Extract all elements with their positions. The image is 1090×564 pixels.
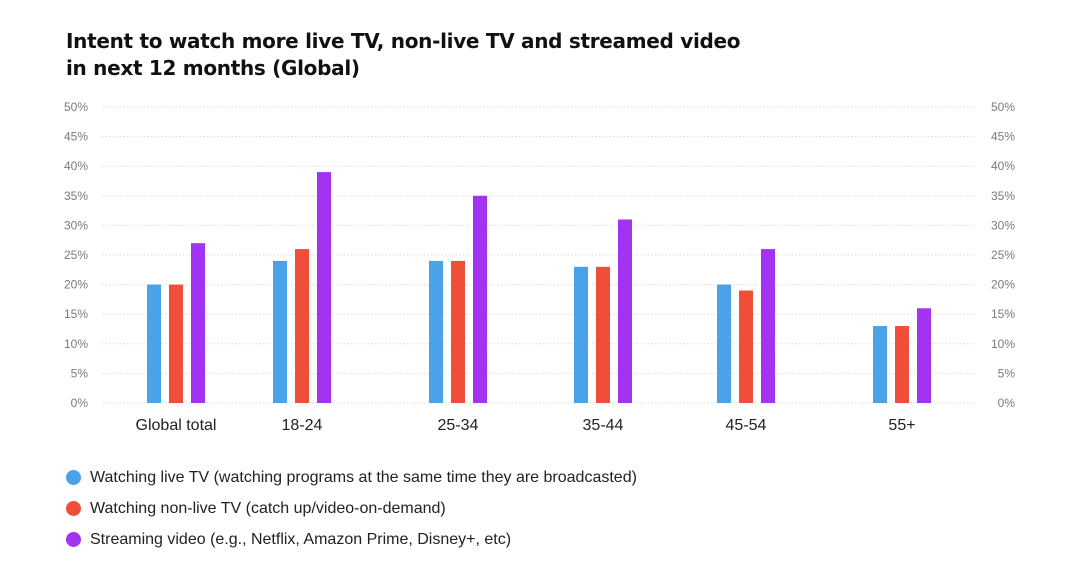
y-tick-label-left: 45% <box>64 130 88 144</box>
bar-live-tv <box>574 266 588 403</box>
x-tick-label: 25-34 <box>438 417 479 434</box>
bar-live-tv <box>273 260 287 403</box>
x-tick-label: Global total <box>136 417 217 434</box>
y-tick-label-right: 0% <box>998 396 1016 410</box>
legend-label-non-live-tv: Watching non-live TV (catch up/video-on-… <box>90 499 446 517</box>
legend-item-streaming: Streaming video (e.g., Netflix, Amazon P… <box>66 524 637 555</box>
y-tick-label-right: 15% <box>991 307 1015 321</box>
y-tick-label-left: 5% <box>71 366 89 380</box>
bar-non-live-tv <box>739 290 753 403</box>
y-tick-label-right: 40% <box>991 159 1015 173</box>
x-tick-label: 18-24 <box>282 417 323 434</box>
bar-streaming <box>191 243 205 403</box>
legend-swatch-streaming <box>66 532 81 547</box>
y-tick-label-left: 10% <box>64 337 88 351</box>
bar-live-tv <box>147 284 161 403</box>
legend: Watching live TV (watching programs at t… <box>66 462 637 555</box>
y-tick-label-right: 35% <box>991 189 1015 203</box>
bar-streaming <box>761 249 775 403</box>
y-tick-label-right: 10% <box>991 337 1015 351</box>
y-tick-label-left: 20% <box>64 278 88 292</box>
bar-chart: 0% 5% 10% 15% 20% 25% 30% 35% 40% 45% 50% 0% 5% 10% 1… <box>64 100 1015 434</box>
bar-streaming <box>473 195 487 403</box>
y-tick-label-left: 50% <box>64 100 88 114</box>
bar-non-live-tv <box>895 326 909 403</box>
y-tick-label-left: 0% <box>71 396 89 410</box>
chart-title-line-1: Intent to watch more live TV, non-live T… <box>66 29 741 53</box>
bar-non-live-tv <box>596 266 610 403</box>
x-tick-label: 45-54 <box>726 417 767 434</box>
bar-streaming <box>618 219 632 403</box>
y-tick-label-right: 50% <box>991 100 1015 114</box>
gridlines <box>102 106 975 404</box>
x-tick-label: 35-44 <box>583 417 624 434</box>
y-tick-label-left: 25% <box>64 248 88 262</box>
legend-item-live-tv: Watching live TV (watching programs at t… <box>66 462 637 493</box>
y-tick-label-right: 20% <box>991 278 1015 292</box>
bar-live-tv <box>873 326 887 403</box>
x-axis-ticks: Global total 18-24 25-34 35-44 45-54 55+ <box>136 417 916 434</box>
bar-non-live-tv <box>451 260 465 403</box>
bar-live-tv <box>429 260 443 403</box>
bar-streaming <box>317 172 331 403</box>
y-tick-label-left: 30% <box>64 218 88 232</box>
legend-item-non-live-tv: Watching non-live TV (catch up/video-on-… <box>66 493 637 524</box>
bars <box>147 172 931 403</box>
chart-title: Intent to watch more live TV, non-live T… <box>66 28 741 82</box>
legend-swatch-live-tv <box>66 470 81 485</box>
bar-live-tv <box>717 284 731 403</box>
y-tick-label-left: 35% <box>64 189 88 203</box>
y-tick-label-right: 5% <box>998 366 1016 380</box>
bar-streaming <box>917 308 931 403</box>
y-tick-label-right: 30% <box>991 218 1015 232</box>
y-axis-left-ticks: 0% 5% 10% 15% 20% 25% 30% 35% 40% 45% 50% <box>64 100 88 410</box>
legend-label-streaming: Streaming video (e.g., Netflix, Amazon P… <box>90 530 512 548</box>
legend-label-live-tv: Watching live TV (watching programs at t… <box>90 468 637 486</box>
y-tick-label-left: 15% <box>64 307 88 321</box>
chart-title-line-2: in next 12 months (Global) <box>66 56 360 80</box>
y-tick-label-right: 45% <box>991 130 1015 144</box>
bar-non-live-tv <box>169 284 183 403</box>
x-tick-label: 55+ <box>888 417 915 434</box>
y-tick-label-right: 25% <box>991 248 1015 262</box>
y-axis-right-ticks: 0% 5% 10% 15% 20% 25% 30% 35% 40% 45% 50% <box>991 100 1015 410</box>
y-tick-label-left: 40% <box>64 159 88 173</box>
legend-swatch-non-live-tv <box>66 501 81 516</box>
bar-non-live-tv <box>295 249 309 403</box>
